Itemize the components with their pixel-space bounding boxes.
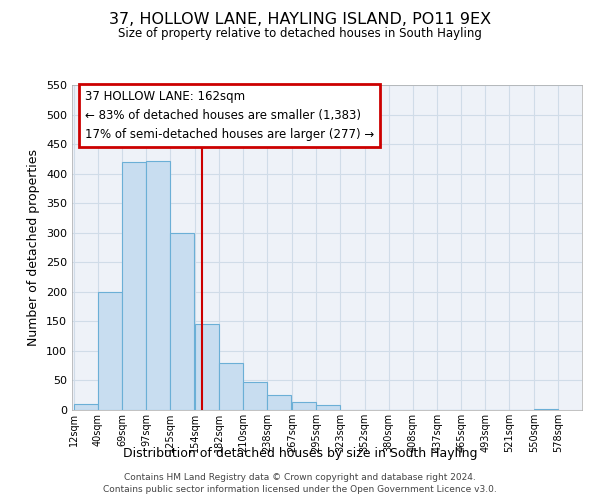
Bar [195, 324, 219, 410]
Text: 37, HOLLOW LANE, HAYLING ISLAND, PO11 9EX: 37, HOLLOW LANE, HAYLING ISLAND, PO11 9E… [109, 12, 491, 28]
Y-axis label: Number of detached properties: Number of detached properties [28, 149, 40, 346]
Bar [170, 232, 194, 410]
Bar [122, 162, 146, 410]
Text: Size of property relative to detached houses in South Hayling: Size of property relative to detached ho… [118, 28, 482, 40]
Bar [98, 292, 122, 410]
Bar [74, 404, 98, 410]
Bar [316, 406, 340, 410]
Text: Contains HM Land Registry data © Crown copyright and database right 2024.
Contai: Contains HM Land Registry data © Crown c… [103, 472, 497, 494]
Text: Distribution of detached houses by size in South Hayling: Distribution of detached houses by size … [123, 448, 477, 460]
Bar [243, 382, 267, 410]
Bar [267, 395, 291, 410]
Bar [146, 160, 170, 410]
Bar [219, 362, 243, 410]
Text: 37 HOLLOW LANE: 162sqm
← 83% of detached houses are smaller (1,383)
17% of semi-: 37 HOLLOW LANE: 162sqm ← 83% of detached… [85, 90, 374, 141]
Bar [534, 409, 558, 410]
Bar [292, 402, 316, 410]
